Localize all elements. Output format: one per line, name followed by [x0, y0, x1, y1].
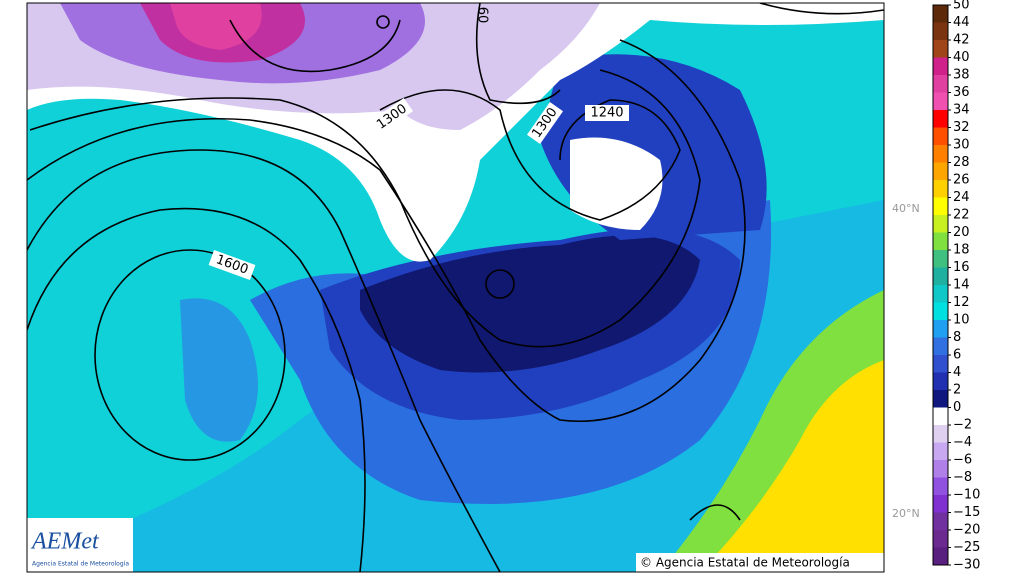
colorbar-label: −30: [953, 558, 980, 573]
colorbar-label: −2: [953, 418, 972, 433]
colorbar-segment: [933, 547, 948, 566]
colorbar-segment: [933, 355, 948, 373]
colorbar-segment: [933, 22, 948, 41]
colorbar-segment: [933, 110, 948, 128]
colorbar-segment: [933, 302, 948, 321]
colorbar-segment: [933, 285, 948, 303]
colorbar-label: 8: [953, 330, 961, 345]
colorbar-label: 26: [953, 173, 970, 188]
colorbar-segment: [933, 390, 948, 408]
colorbar-label: 12: [953, 295, 970, 310]
colorbar-label: 32: [953, 120, 970, 135]
colorbar-label: 36: [953, 85, 970, 100]
colorbar-label: 2: [953, 383, 961, 398]
colorbar-label: 24: [953, 190, 970, 205]
colorbar-label: 42: [953, 33, 970, 48]
colorbar-label: −10: [953, 488, 980, 503]
latitude-label: 20°N: [892, 507, 920, 520]
colorbar-segment: [933, 495, 948, 513]
colorbar-segment: [933, 145, 948, 163]
colorbar-label: 40: [953, 50, 970, 65]
logo: AEMet: [30, 529, 100, 555]
colorbar-label: −20: [953, 523, 980, 538]
colorbar-segment: [933, 40, 948, 58]
colorbar-label: 4: [953, 365, 961, 380]
colorbar-segment: [933, 197, 948, 216]
colorbar-segment: [933, 477, 948, 496]
colorbar-segment: [933, 442, 948, 461]
colorbar-label: 34: [953, 103, 970, 118]
colorbar-label: −8: [953, 470, 972, 485]
colorbar-segment: [933, 460, 948, 478]
colorbar-label: 14: [953, 278, 970, 293]
colorbar-label: 28: [953, 155, 970, 170]
map-frame: [26, 2, 885, 573]
logo-subtitle: Agencia Estatal de Meteorología: [32, 561, 129, 568]
contour-label: 60: [475, 7, 490, 24]
colorbar-segment: [933, 5, 948, 23]
colorbar-segment: [933, 75, 948, 93]
colorbar-label: 50: [953, 0, 970, 13]
colorbar-segment: [933, 407, 948, 426]
colorbar-segment: [933, 250, 948, 268]
colorbar-segment: [933, 425, 948, 443]
contours: [27, 3, 884, 572]
colorbar-segment: [933, 372, 948, 391]
colorbar-segment: [933, 337, 948, 356]
colorbar-label: 0: [953, 400, 961, 415]
map: 1300 1300 1240 1600 60 AEMet Agencia Est…: [27, 3, 884, 572]
colorbar-segment: [933, 92, 948, 111]
colorbar-segment: [933, 267, 948, 286]
colorbar-label: −25: [953, 540, 980, 555]
colorbar-label: 6: [953, 348, 961, 363]
colorbar-segment: [933, 180, 948, 198]
colorbar-label: 18: [953, 243, 970, 258]
colorbar: 5044424038363432302826242220181614121086…: [932, 0, 980, 573]
copyright: © Agencia Estatal de Meteorología: [640, 556, 850, 570]
colorbar-label: 20: [953, 225, 970, 240]
colorbar-segment: [933, 320, 948, 338]
colorbar-label: −6: [953, 453, 972, 468]
colorbar-label: −4: [953, 435, 972, 450]
colorbar-label: 16: [953, 260, 970, 275]
colorbar-segment: [933, 57, 948, 76]
colorbar-segment: [933, 530, 948, 548]
colorbar-segment: [933, 162, 948, 181]
latitude-label: 40°N: [892, 202, 920, 215]
colorbar-label: 38: [953, 68, 970, 83]
colorbar-segment: [933, 215, 948, 233]
colorbar-label: 44: [953, 15, 970, 30]
colorbar-segment: [933, 232, 948, 251]
colorbar-label: 30: [953, 138, 970, 153]
colorbar-label: 10: [953, 313, 970, 328]
colorbar-segment: [933, 512, 948, 531]
colorbar-label: 22: [953, 208, 970, 223]
contour-label: 1240: [590, 106, 623, 121]
colorbar-label: −15: [953, 505, 980, 520]
colorbar-segment: [933, 127, 948, 146]
